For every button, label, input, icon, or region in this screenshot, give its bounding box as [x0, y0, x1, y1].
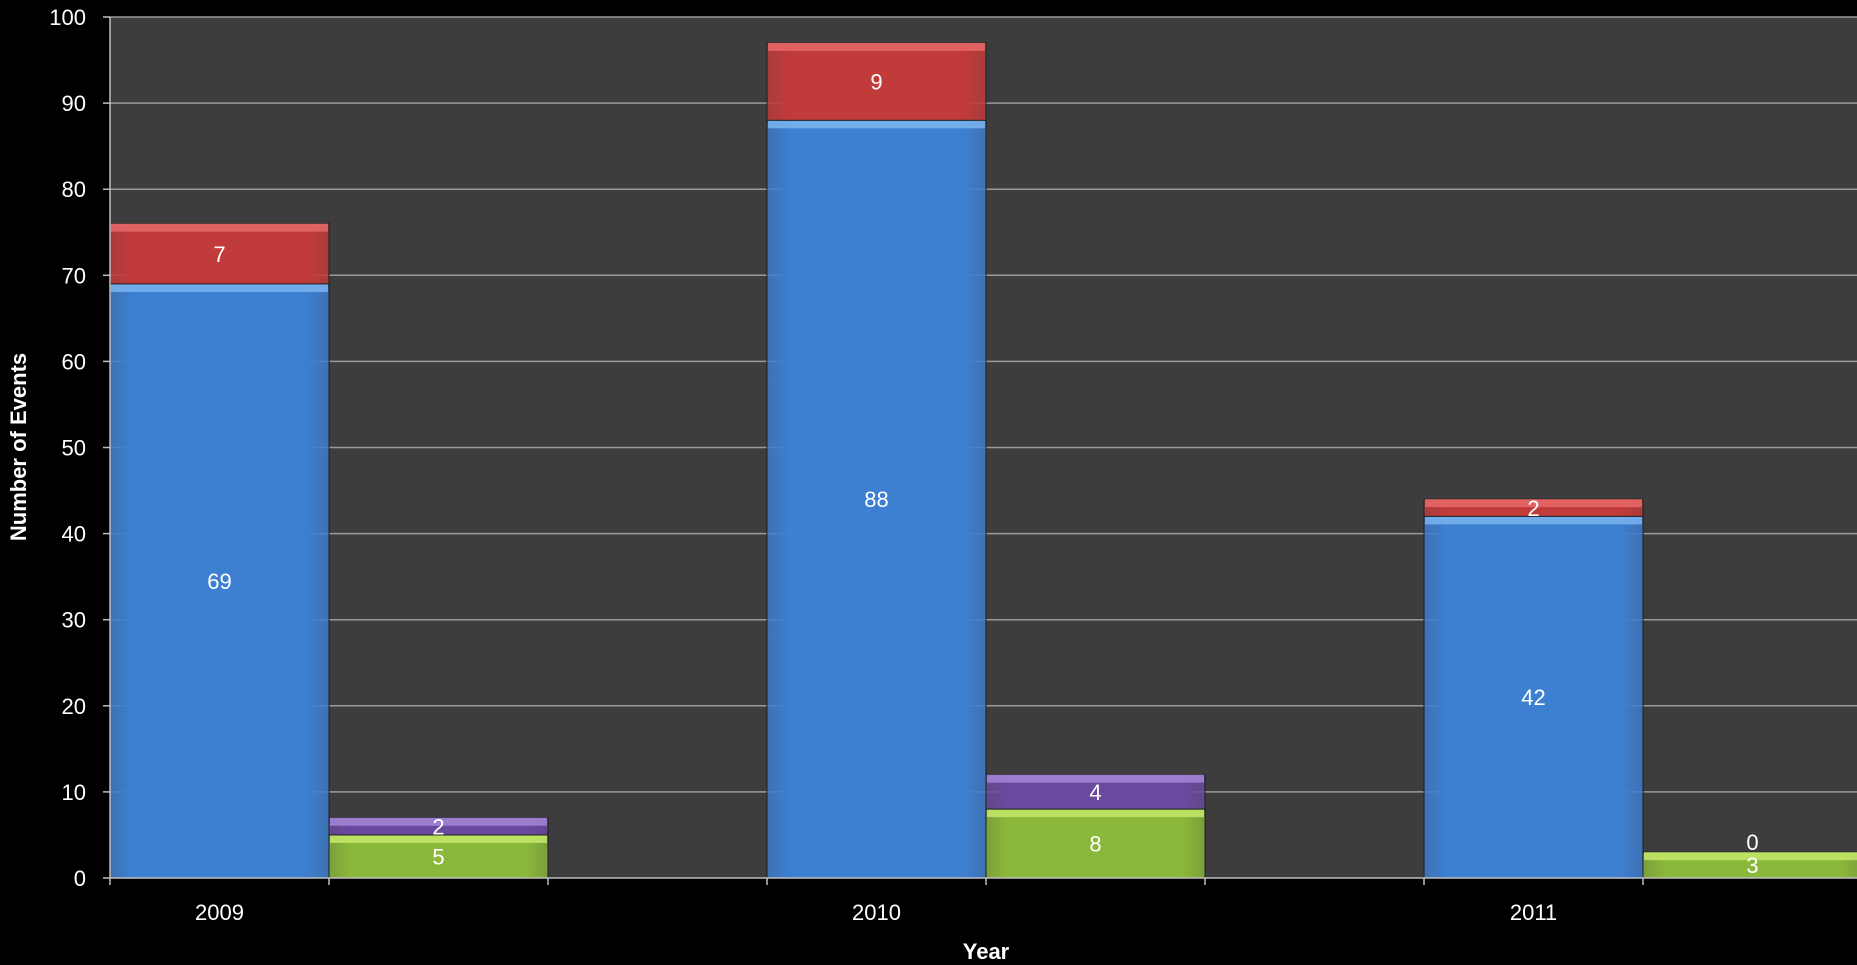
bar-segment-2010-stack1-seg2 — [766, 42, 987, 121]
y-axis-title: Number of Events — [6, 353, 31, 541]
bar-segment-highlight — [1425, 516, 1642, 525]
y-tick-label: 90 — [62, 91, 86, 116]
data-label: 88 — [864, 487, 888, 512]
y-tick-label: 20 — [62, 694, 86, 719]
bar-segment-2009-stack1-seg1 — [109, 283, 330, 879]
data-label: 7 — [213, 242, 225, 267]
bar-segment-2011-stack1-seg1 — [1423, 515, 1644, 879]
bar-segment-highlight — [768, 120, 985, 129]
y-tick-label: 60 — [62, 349, 86, 374]
x-tick-label: 2009 — [195, 900, 244, 925]
bar-segment-highlight — [987, 809, 1204, 818]
y-tick-label: 0 — [74, 866, 86, 891]
bar-segment-highlight — [1425, 499, 1642, 508]
x-tick-label: 2010 — [852, 900, 901, 925]
y-tick-label: 80 — [62, 177, 86, 202]
data-label: 69 — [207, 569, 231, 594]
x-axis-title: Year — [963, 939, 1010, 964]
y-tick-label: 40 — [62, 522, 86, 547]
y-tick-label: 10 — [62, 780, 86, 805]
data-label: 8 — [1089, 832, 1101, 857]
data-label: 0 — [1746, 830, 1758, 855]
y-tick-label: 100 — [49, 5, 86, 30]
bar-segment-highlight — [987, 774, 1204, 783]
bar-segment-highlight — [111, 223, 328, 232]
data-label: 2 — [432, 814, 444, 839]
y-tick-label: 50 — [62, 436, 86, 461]
data-label: 9 — [870, 70, 882, 95]
data-label: 2 — [1527, 496, 1539, 521]
bar-segment-highlight — [330, 834, 547, 843]
data-label: 5 — [432, 844, 444, 869]
data-label: 42 — [1521, 685, 1545, 710]
bar-segment-highlight — [111, 283, 328, 292]
bar-segment-highlight — [1644, 852, 1857, 861]
bar-segment-highlight — [330, 817, 547, 826]
bar-segment-2010-stack2-seg1 — [985, 808, 1206, 879]
data-label: 4 — [1089, 780, 1101, 805]
bar-segment-highlight — [768, 42, 985, 51]
y-tick-label: 70 — [62, 263, 86, 288]
x-tick-label: 2011 — [1510, 900, 1557, 925]
data-label: 3 — [1746, 853, 1758, 878]
bar-segment-2009-stack1-seg2 — [109, 223, 330, 285]
y-tick-label: 30 — [62, 608, 86, 633]
